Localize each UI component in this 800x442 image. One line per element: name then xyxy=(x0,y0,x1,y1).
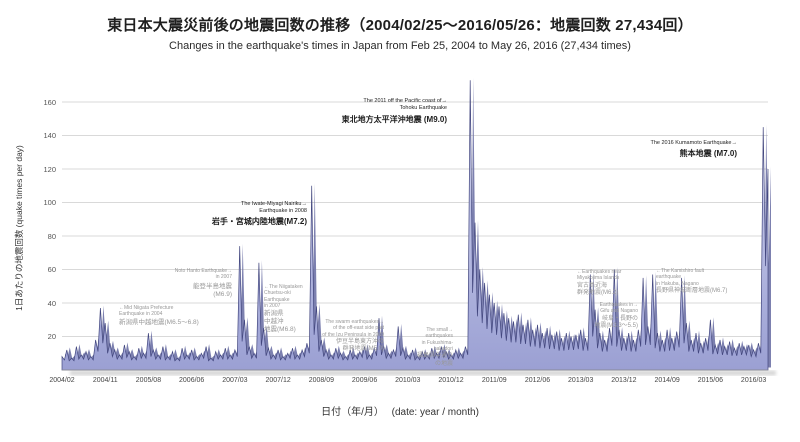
annotation-line: ←The Kamishiro fault xyxy=(656,268,705,274)
annotation-line: Tohoku Earthquake xyxy=(399,104,447,111)
annotation-line: earthquake xyxy=(656,274,682,281)
annotation-line: The 2016 Kumamoto Earthquake→ xyxy=(650,140,737,146)
y-tick-label: 40 xyxy=(47,298,56,308)
annotation-line: 熊本地震 (M7.0) xyxy=(679,148,737,158)
annotation-line: The 2011 off the Pacific coast of→ xyxy=(363,98,447,104)
y-tick-label: 100 xyxy=(43,198,56,207)
annotation-line: Earthquake xyxy=(264,296,290,303)
x-tick-label: 2009/06 xyxy=(351,377,378,384)
y-tick-label: 120 xyxy=(43,164,56,174)
annotation-line: Earthquake in 2008 xyxy=(259,207,307,214)
y-tick-label: 20 xyxy=(47,332,56,341)
annotation-line: の地震 xyxy=(434,360,453,367)
annotation-noto-2007: Noto Hanto Earthquake→ in 2007 能登半島地震 (M6.9… xyxy=(175,268,232,299)
annotation-line: Earthquakes in→ xyxy=(599,302,638,308)
annotation-line: of the Izu Peninsula in 2009 xyxy=(322,331,384,338)
chart-subtitle: Changes in the earthquake's times in Jap… xyxy=(169,40,631,52)
annotation-nagano-2014: ←The Kamishiro fault earthquake in Hakuba,… xyxy=(656,268,727,295)
annotation-mid-niigata-2004: ←Mid Niigata Prefecture Earthquake in 200… xyxy=(119,305,199,327)
annotation-fukushima-nakadori: The small→ earthquakes in Fukushima-nakado… xyxy=(417,327,453,368)
annotation-line: 群発地震(M5.0) xyxy=(342,346,384,353)
annotation-line: 伊豆半島東方沖の xyxy=(335,338,384,345)
y-tick-label: 60 xyxy=(47,265,56,274)
annotation-line: 福島県中通り xyxy=(416,353,453,359)
x-tick-label: 2008/09 xyxy=(308,377,334,384)
area-series xyxy=(61,80,769,371)
y-axis-label: 1日あたりの地震回数 (quake times per day) xyxy=(14,145,24,311)
x-tick-label: 2013/12 xyxy=(611,377,637,384)
annotation-line: The swarm earthquakes→ xyxy=(325,319,384,325)
x-tick-label: 2005/08 xyxy=(135,377,162,384)
y-tick-label: 140 xyxy=(43,131,56,140)
annotation-line: The Iwate-Miyagi Nairiku→ xyxy=(240,201,307,207)
annotation-gifu-nagano: Earthquakes in→ Gifu and Nagano 岐阜・長野の 地震(M… xyxy=(594,302,638,331)
x-tick-label: 2012/06 xyxy=(524,377,551,384)
annotation-line: The small→ xyxy=(426,327,453,333)
annotation-line: 地震(M3.3～5.5) xyxy=(594,323,638,329)
annotation-line: 宮古島近海 xyxy=(577,282,608,289)
annotation-line: Miyakojima Islands xyxy=(577,275,620,282)
x-tick-label: 2013/03 xyxy=(568,377,594,384)
annotation-line: nakadori xyxy=(433,345,453,352)
x-tick-label: 2011/09 xyxy=(481,377,507,384)
annotation-line: 長野県神城断層地震(M6.7) xyxy=(656,287,728,294)
annotation-line: 新潟県 xyxy=(264,310,284,317)
annotation-line: in Hakuba, Nagano xyxy=(656,280,699,287)
annotation-izu-swarm-2009: The swarm earthquakes→ of the off-east si… xyxy=(322,319,384,354)
annotation-tohoku-2011: The 2011 off the Pacific coast of→ Tohoku… xyxy=(342,98,447,125)
x-axis-label: 日付（年/月） (date: year / month) xyxy=(321,407,479,418)
x-tick-label: 2014/09 xyxy=(654,377,680,384)
annotation-miyakojima: ←Earthquakes near Miyakojima Islands 宮古島近海… xyxy=(577,269,621,298)
x-tick-label: 2015/06 xyxy=(697,377,724,384)
x-tick-label: 2007/03 xyxy=(222,377,248,384)
x-tick-label: 2004/02 xyxy=(49,377,75,384)
annotation-line: in 2007 xyxy=(264,302,281,309)
annotation-line: Chuetsu-oki xyxy=(264,290,291,297)
annotation-line: (M6.9) xyxy=(213,290,232,298)
x-tick-label: 2004/11 xyxy=(92,377,118,384)
annotation-line: ←Earthquakes near xyxy=(577,269,622,275)
annotation-iwate-miyagi-2008: The Iwate-Miyagi Nairiku→ Earthquake in 2… xyxy=(212,201,307,227)
chart-title: 東日本大震災前後の地震回数の推移（2004/02/25～2016/05/26：地… xyxy=(107,17,693,34)
floor-shadow xyxy=(70,370,776,376)
x-tick-label: 2006/06 xyxy=(179,377,205,384)
annotation-line: earthquakes xyxy=(425,333,453,340)
annotation-line: 群発地震(M6.2) xyxy=(577,290,619,296)
annotation-line: 中越沖 xyxy=(264,318,284,326)
annotation-line: 新潟県中越地震(M6.5～6.8) xyxy=(119,318,199,326)
annotation-line: 東北地方太平洋沖地震 (M9.0) xyxy=(341,114,447,124)
x-tick-label: 2016/03 xyxy=(740,377,767,384)
annotation-line: in Fukushima- xyxy=(421,339,453,346)
annotation-line: of the off-east side part xyxy=(332,325,384,332)
annotation-line: Gifu and Nagano xyxy=(600,308,638,315)
annotation-line: in 2007 xyxy=(215,274,232,281)
x-tick-label: 2010/03 xyxy=(395,377,421,384)
y-tick-label: 160 xyxy=(43,97,56,107)
annotation-line: ←The Niigataken xyxy=(264,284,303,290)
annotation-line: 岐阜・長野の xyxy=(601,315,638,322)
annotation-kumamoto-2016: The 2016 Kumamoto Earthquake→ 熊本地震 (M7.0) xyxy=(650,140,737,159)
y-tick-label: 80 xyxy=(47,231,56,241)
annotation-line: Noto Hanto Earthquake→ xyxy=(174,268,232,274)
x-tick-label: 2007/12 xyxy=(265,377,291,384)
x-tick-label: 2010/12 xyxy=(438,377,464,384)
annotation-line: 能登半島地震 xyxy=(193,282,232,290)
annotation-line: 岩手・宮城内陸地震(M7.2) xyxy=(211,216,307,226)
annotation-line: ←Mid Niigata Prefecture xyxy=(119,305,174,311)
annotation-line: Earthquake in 2004 xyxy=(119,311,163,318)
annotation-chuetsu-oki-2007: ←The Niigataken Chuetsu-oki Earthquake in 2… xyxy=(264,284,303,334)
annotation-line: 地震(M6.8) xyxy=(264,326,296,334)
